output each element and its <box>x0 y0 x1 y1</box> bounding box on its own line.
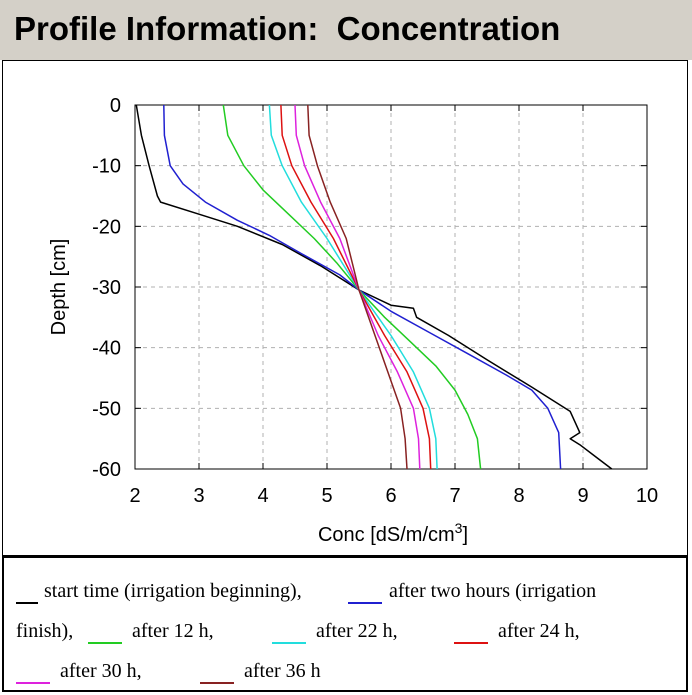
legend-swatch-24h <box>454 642 488 644</box>
legend-label-24h: after 24 h, <box>498 620 580 642</box>
x-tick-label: 4 <box>257 485 268 507</box>
x-tick-label: 6 <box>385 485 396 507</box>
x-tick-label: 10 <box>636 485 658 507</box>
chart-panel: 2 3 4 5 6 7 8 9 10 0 -10 -20 -30 -40 -50 -60 Conc [dS/m/… <box>2 60 688 556</box>
series-line-2 <box>163 104 562 470</box>
x-tick-label: 7 <box>449 485 460 507</box>
y-tick-label: -40 <box>92 338 121 360</box>
legend-label-two-hours: after two hours (irrigation <box>389 580 597 602</box>
page-title: Profile Information: Concentration <box>14 10 561 47</box>
x-tick-label: 8 <box>513 485 524 507</box>
concentration-profile-chart: 2 3 4 5 6 7 8 9 10 0 -10 -20 -30 -40 -50 -60 Conc [dS/m/… <box>48 95 658 546</box>
legend-swatch-36h <box>200 682 234 684</box>
legend-swatch-two-hours <box>348 602 382 604</box>
y-tick-label: 0 <box>110 95 121 117</box>
header-bar: Profile Information: Concentration <box>0 0 692 60</box>
legend-label-two-hours-cont: finish), <box>16 620 74 642</box>
legend-label-30h: after 30 h, <box>60 660 142 682</box>
x-axis-label: Conc [dS/m/cm3] <box>318 520 468 546</box>
y-tick-label: -50 <box>92 398 121 420</box>
legend-panel: start time (irrigation beginning), after… <box>2 556 688 692</box>
y-axis-label: Depth [cm] <box>48 239 70 336</box>
legend-swatch-30h <box>16 682 50 684</box>
series-line-1 <box>135 104 613 470</box>
legend-label-12h: after 12 h, <box>132 620 214 642</box>
y-tick-label: -60 <box>92 459 121 481</box>
x-tick-label: 2 <box>129 485 140 507</box>
y-tick-label: -20 <box>92 216 121 238</box>
x-tick-label: 3 <box>193 485 204 507</box>
x-tick-label: 9 <box>577 485 588 507</box>
y-tick-label: -30 <box>92 277 121 299</box>
legend-label-36h: after 36 h <box>244 660 321 682</box>
legend-swatch-22h <box>272 642 306 644</box>
legend-label-start: start time (irrigation beginning), <box>44 580 302 602</box>
legend-label-22h: after 22 h, <box>316 620 398 642</box>
legend-swatch-12h <box>88 642 122 644</box>
series-line-7 <box>307 104 408 470</box>
y-tick-label: -10 <box>92 156 121 178</box>
legend-swatch-start <box>16 602 38 604</box>
x-tick-label: 5 <box>321 485 332 507</box>
